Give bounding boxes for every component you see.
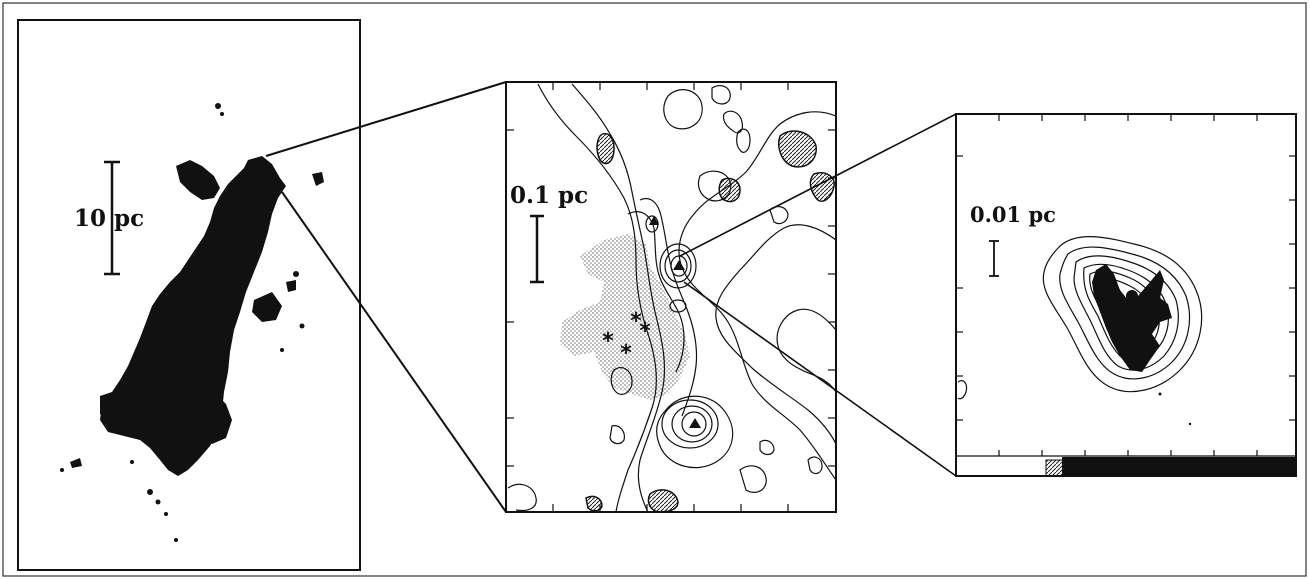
svg-text:*: *	[620, 341, 632, 366]
svg-text:*: *	[602, 329, 614, 354]
panel-large-scale	[17, 19, 361, 571]
cloud-small-islands	[60, 103, 324, 542]
panel-small-scale	[955, 113, 1297, 477]
panel-small-ticks	[956, 114, 1296, 456]
panel-large-frame	[17, 19, 361, 571]
young-star-markers: * * * *	[602, 309, 651, 366]
contour-lines	[507, 83, 837, 513]
svg-text:*: *	[639, 319, 651, 344]
protostar-triangles	[649, 216, 701, 428]
panel-mid-scale: * * * *	[505, 81, 837, 513]
svg-text:*: *	[630, 309, 642, 334]
dense-core-knots	[1126, 290, 1192, 426]
cloud-lower-fragment	[192, 392, 232, 444]
bottom-intensity-bar	[1062, 457, 1296, 476]
scale-bar-10pc	[104, 160, 120, 276]
cloud-right-fragment	[252, 292, 282, 322]
scale-label-10pc: 10 pc	[74, 205, 145, 232]
panel-small-frame	[955, 113, 1297, 477]
scale-bar-0-01pc	[989, 240, 999, 277]
dense-core	[1092, 264, 1172, 372]
scale-label-0-1pc: 0.1 pc	[510, 182, 589, 209]
scale-label-0-01pc: 0.01 pc	[970, 202, 1056, 227]
cloud-side-lobe	[236, 176, 250, 204]
cloud-upper-lobe	[176, 160, 220, 200]
zoom-lines-1-2	[265, 81, 507, 513]
hatched-patches	[585, 130, 835, 513]
cloud-left-fragment	[100, 392, 116, 420]
zoom-lines-2-3	[679, 113, 957, 477]
scale-bar-0-1pc	[530, 214, 544, 284]
bottom-bar-hatch	[1045, 459, 1065, 477]
cloud-main-body	[100, 156, 286, 476]
stippled-emission-region	[560, 234, 690, 400]
